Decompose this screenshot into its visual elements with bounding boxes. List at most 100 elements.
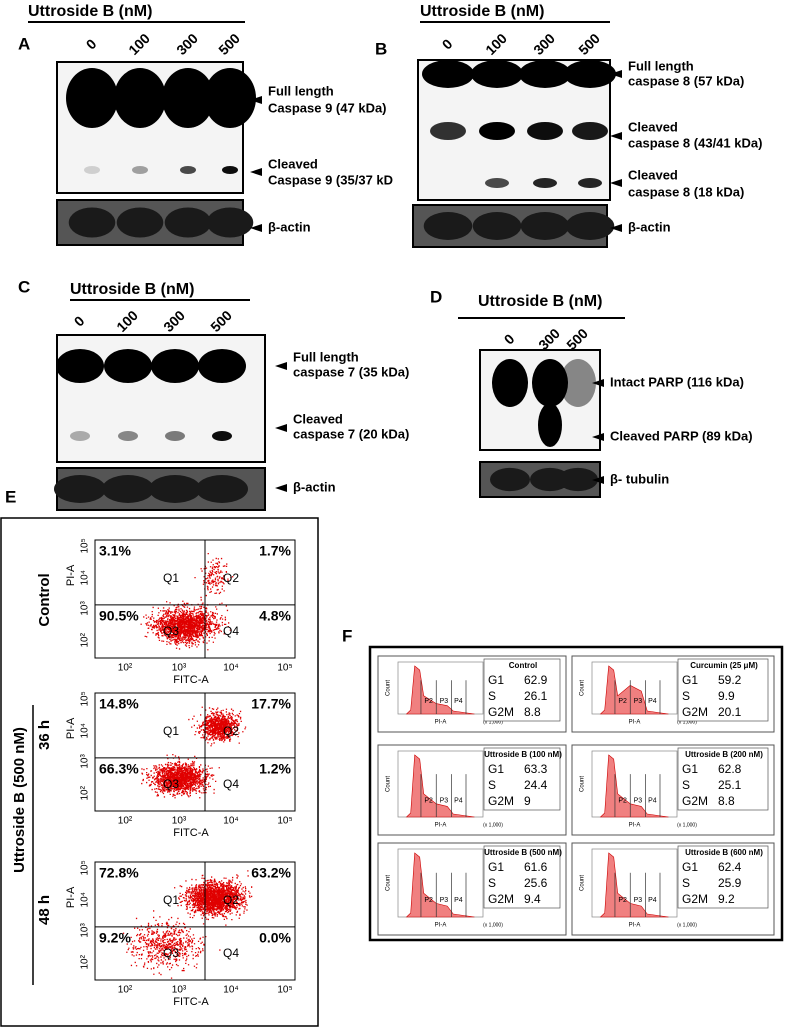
x-tick-label: 10⁵ [277,816,292,827]
band [118,431,138,441]
panel-label: A [18,34,30,53]
quadrant-name: Q4 [223,624,239,638]
gate-label: P3 [440,797,449,804]
phase-value: 8.8 [524,705,541,719]
x-tick-label: 10² [118,663,133,674]
band [68,207,116,238]
lane-label: 0 [71,313,88,330]
band [520,212,570,240]
lane-label: 0 [501,331,518,348]
quadrant-name: Q2 [223,571,239,585]
band [222,166,238,174]
y-tick-label: 10⁴ [80,892,91,907]
lane-label: 0 [83,36,100,53]
phase-value: 63.3 [524,762,548,776]
y-tick-label: 10³ [80,923,91,938]
treatment-header: Uttroside B (nM) [28,3,152,20]
sub-title: Uttroside B (600 nM) [685,848,763,857]
phase-name: S [682,778,690,792]
band [538,403,562,447]
arrow [250,224,262,232]
treatment-header: Uttroside B (nM) [420,3,544,20]
condition-label: 48 h [36,895,53,925]
gate-label: P2 [424,698,433,705]
sub-title: Uttroside B (200 nM) [685,750,763,759]
quadrant-percent: 17.7% [251,696,291,712]
quadrant-percent: 90.5% [99,608,139,624]
y-tick-label: 10² [80,954,91,969]
gate-label: P3 [634,698,643,705]
gate-label: P2 [618,897,627,904]
x-tick-label: 10² [118,985,133,996]
band [132,166,148,174]
histogram [405,852,475,918]
gate-label: P3 [634,897,643,904]
x-tick-label: 10³ [172,663,187,674]
phase-name: G1 [682,762,698,776]
quadrant-name: Q4 [223,946,239,960]
scatter-dots [114,870,253,979]
arrow [275,424,287,432]
y-axis-label: PI-A [65,717,77,739]
band-label: Full length [628,58,694,73]
x-unit-label: (x 1,000) [677,822,697,828]
band-label: caspase 7 (20 kDa) [293,426,409,441]
band [572,122,608,140]
quadrant-percent: 63.2% [251,865,291,881]
gate-label: P3 [440,897,449,904]
band [66,68,118,128]
arrow [610,224,622,232]
phase-name: G2M [488,892,514,906]
panel-label: B [375,39,387,58]
gate-label: P4 [648,698,657,705]
y-axis-label: Count [386,680,392,696]
band [564,60,616,88]
band [56,349,104,383]
phase-name: G1 [488,762,504,776]
arrow [610,132,622,140]
x-unit-label: (x 1,000) [483,719,503,725]
quadrant-percent: 9.2% [99,930,131,946]
lane-label: 300 [535,325,563,353]
gate-label: P4 [454,797,463,804]
phase-name: G1 [488,673,504,687]
band-label: Cleaved [628,119,678,134]
plot-frame [94,861,296,981]
condition-label: 36 h [36,720,53,750]
phase-name: S [488,876,496,890]
histogram [405,754,475,818]
x-axis-label: FITC-A [173,827,209,839]
phase-value: 9 [524,794,531,808]
phase-value: 9.2 [718,892,735,906]
x-unit-label: (x 1,000) [677,719,697,725]
band [116,207,164,238]
phase-name: G2M [682,794,708,808]
stats-box [483,747,561,811]
phase-name: G1 [682,860,698,874]
phase-value: 9.9 [718,689,735,703]
x-axis-label: FITC-A [173,674,209,686]
phase-name: G2M [488,705,514,719]
band [533,178,557,188]
x-axis-label: PI-A [629,823,641,829]
arrow [250,168,262,176]
quadrant-percent: 3.1% [99,543,131,559]
phase-value: 25.1 [718,778,742,792]
phase-name: S [488,778,496,792]
band-label: caspase 8 (18 kDa) [628,184,744,199]
band-label: Cleaved PARP (89 kDa) [610,428,753,443]
band [479,122,515,140]
band [485,178,509,188]
lane-label: 100 [125,30,153,58]
arrow [610,179,622,187]
lane-label: 500 [215,30,243,58]
y-axis-label: Count [386,776,392,792]
x-tick-label: 10⁴ [223,663,238,674]
gate-label: P3 [440,698,449,705]
x-tick-label: 10³ [172,816,187,827]
phase-value: 61.6 [524,860,548,874]
arrow [592,476,604,484]
y-tick-label: 10⁵ [80,860,91,875]
band-label: Cleaved [293,411,343,426]
